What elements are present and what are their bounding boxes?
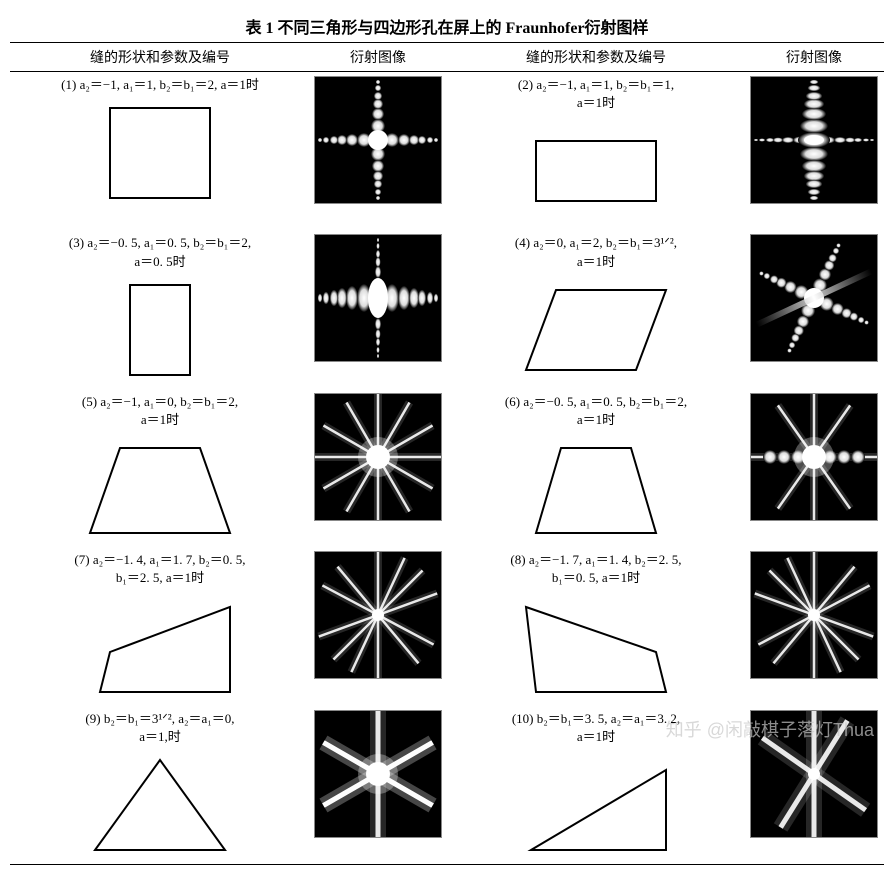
diffraction-pattern <box>314 76 442 204</box>
aperture-shape <box>80 433 240 543</box>
diffraction-cell <box>310 234 446 362</box>
diffraction-pattern <box>750 234 878 362</box>
diffraction-pattern <box>314 710 442 838</box>
table-row: (3) a₂＝−0. 5, a₁＝0. 5, b₂＝b₁＝2,a＝0. 5时 (… <box>10 230 884 388</box>
aperture-params: (10) b₂＝b₁＝3. 5, a₂＝a₁＝3. 2,a＝1时 <box>504 710 688 750</box>
aperture-params: (1) a₂＝−1, a₁＝1, b₂＝b₁＝2, a＝1时 <box>53 76 267 98</box>
diffraction-pattern <box>750 76 878 204</box>
aperture-shape <box>516 592 676 702</box>
aperture-shape <box>80 98 240 208</box>
aperture-params: (4) a₂＝0, a₁＝2, b₂＝b₁＝3¹ᐟ²,a＝1时 <box>507 234 685 274</box>
aperture-cell: (4) a₂＝0, a₁＝2, b₂＝b₁＝3¹ᐟ²,a＝1时 <box>446 234 746 384</box>
diffraction-cell <box>746 393 882 521</box>
table-row: (9) b₂＝b₁＝3¹ᐟ², a₂＝a₁＝0,a＝1,时 (10) b₂＝b₁… <box>10 706 884 864</box>
table-body: (1) a₂＝−1, a₁＝1, b₂＝b₁＝2, a＝1时 (2) a₂＝−1… <box>10 72 884 864</box>
diffraction-cell <box>746 710 882 838</box>
aperture-params: (6) a₂＝−0. 5, a₁＝0. 5, b₂＝b₁＝2,a＝1时 <box>497 393 695 433</box>
aperture-params: (9) b₂＝b₁＝3¹ᐟ², a₂＝a₁＝0,a＝1,时 <box>77 710 242 750</box>
diffraction-pattern <box>750 551 878 679</box>
diffraction-cell <box>310 393 446 521</box>
header-image-2: 衍射图像 <box>746 43 882 71</box>
aperture-cell: (1) a₂＝−1, a₁＝1, b₂＝b₁＝2, a＝1时 <box>10 76 310 208</box>
aperture-shape <box>80 750 240 860</box>
aperture-shape <box>80 592 240 702</box>
diffraction-pattern <box>314 234 442 362</box>
diffraction-cell <box>746 551 882 679</box>
aperture-params: (3) a₂＝−0. 5, a₁＝0. 5, b₂＝b₁＝2,a＝0. 5时 <box>61 234 259 274</box>
aperture-shape <box>516 275 676 385</box>
table-row: (1) a₂＝−1, a₁＝1, b₂＝b₁＝2, a＝1时 (2) a₂＝−1… <box>10 72 884 230</box>
aperture-params: (5) a₂＝−1, a₁＝0, b₂＝b₁＝2,a＝1时 <box>74 393 246 433</box>
table-title: 表 1 不同三角形与四边形孔在屏上的 Fraunhofer衍射图样 <box>10 10 884 42</box>
diffraction-pattern <box>314 551 442 679</box>
aperture-cell: (10) b₂＝b₁＝3. 5, a₂＝a₁＝3. 2,a＝1时 <box>446 710 746 860</box>
aperture-cell: (2) a₂＝−1, a₁＝1, b₂＝b₁＝1,a＝1时 <box>446 76 746 226</box>
aperture-shape <box>516 433 676 543</box>
header-row: 缝的形状和参数及编号 衍射图像 缝的形状和参数及编号 衍射图像 <box>10 43 884 72</box>
aperture-shape <box>80 275 240 385</box>
aperture-cell: (7) a₂＝−1. 4, a₁＝1. 7, b₂＝0. 5,b₁＝2. 5, … <box>10 551 310 701</box>
table: 缝的形状和参数及编号 衍射图像 缝的形状和参数及编号 衍射图像 (1) a₂＝−… <box>10 42 884 865</box>
aperture-cell: (6) a₂＝−0. 5, a₁＝0. 5, b₂＝b₁＝2,a＝1时 <box>446 393 746 543</box>
aperture-cell: (5) a₂＝−1, a₁＝0, b₂＝b₁＝2,a＝1时 <box>10 393 310 543</box>
diffraction-cell <box>746 76 882 204</box>
table-row: (7) a₂＝−1. 4, a₁＝1. 7, b₂＝0. 5,b₁＝2. 5, … <box>10 547 884 705</box>
aperture-cell: (9) b₂＝b₁＝3¹ᐟ², a₂＝a₁＝0,a＝1,时 <box>10 710 310 860</box>
aperture-cell: (3) a₂＝−0. 5, a₁＝0. 5, b₂＝b₁＝2,a＝0. 5时 <box>10 234 310 384</box>
diffraction-cell <box>310 551 446 679</box>
header-image-1: 衍射图像 <box>310 43 446 71</box>
diffraction-cell <box>746 234 882 362</box>
aperture-params: (2) a₂＝−1, a₁＝1, b₂＝b₁＝1,a＝1时 <box>510 76 682 116</box>
diffraction-pattern <box>750 393 878 521</box>
diffraction-cell <box>310 76 446 204</box>
aperture-cell: (8) a₂＝−1. 7, a₁＝1. 4, b₂＝2. 5,b₁＝0. 5, … <box>446 551 746 701</box>
diffraction-cell <box>310 710 446 838</box>
header-params-2: 缝的形状和参数及编号 <box>446 43 746 71</box>
aperture-params: (7) a₂＝−1. 4, a₁＝1. 7, b₂＝0. 5,b₁＝2. 5, … <box>66 551 253 591</box>
header-params-1: 缝的形状和参数及编号 <box>10 43 310 71</box>
aperture-shape <box>516 750 676 860</box>
table-row: (5) a₂＝−1, a₁＝0, b₂＝b₁＝2,a＝1时 (6) a₂＝−0.… <box>10 389 884 547</box>
aperture-shape <box>516 116 676 226</box>
aperture-params: (8) a₂＝−1. 7, a₁＝1. 4, b₂＝2. 5,b₁＝0. 5, … <box>502 551 689 591</box>
diffraction-pattern <box>314 393 442 521</box>
diffraction-pattern <box>750 710 878 838</box>
